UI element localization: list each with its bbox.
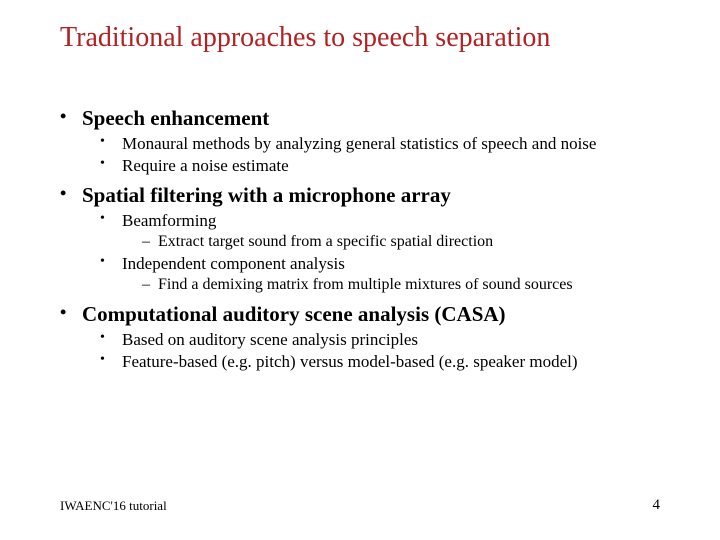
sub-bullet: Based on auditory scene analysis princip…: [100, 329, 690, 351]
slide-title: Traditional approaches to speech separat…: [60, 22, 680, 54]
subsub-bullet: Find a demixing matrix from multiple mix…: [142, 275, 690, 296]
sub-bullet: Monaural methods by analyzing general st…: [100, 133, 690, 155]
bullet-speech-enhancement: Speech enhancement: [60, 106, 690, 131]
bullet-casa: Computational auditory scene analysis (C…: [60, 302, 690, 327]
sub-bullet: Feature-based (e.g. pitch) versus model-…: [100, 351, 690, 373]
footer-left: IWAENC'16 tutorial: [60, 498, 167, 514]
slide-content: Speech enhancement Monaural methods by a…: [60, 100, 690, 373]
subsub-bullet: Extract target sound from a specific spa…: [142, 232, 690, 253]
slide: Traditional approaches to speech separat…: [0, 0, 720, 540]
sub-bullet: Require a noise estimate: [100, 155, 690, 177]
page-number: 4: [653, 497, 661, 514]
bullet-spatial-filtering: Spatial filtering with a microphone arra…: [60, 183, 690, 208]
sub-bullet-ica: Independent component analysis: [100, 253, 690, 275]
sub-bullet-beamforming: Beamforming: [100, 210, 690, 232]
